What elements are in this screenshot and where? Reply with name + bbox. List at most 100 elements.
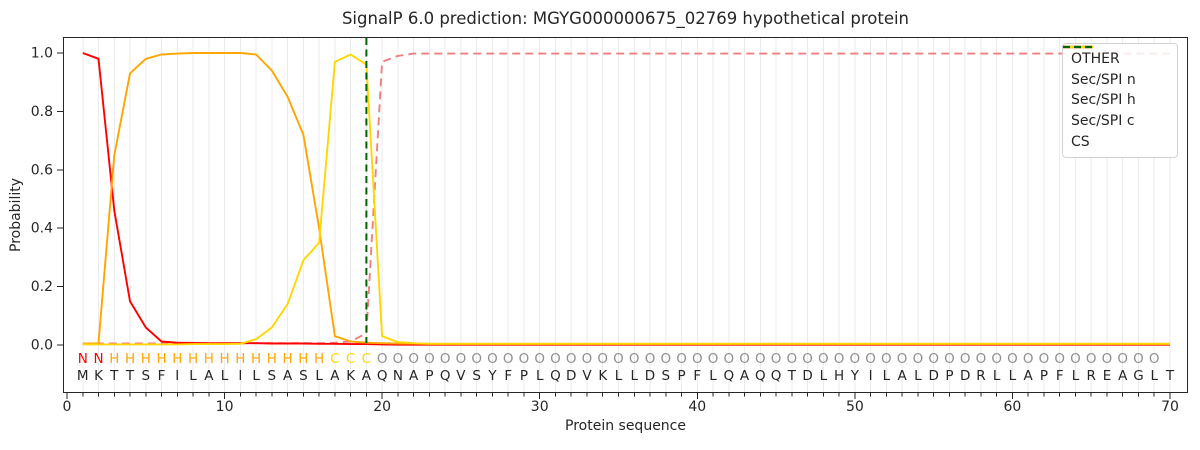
x-tick-label: 0	[63, 399, 72, 415]
region-letter: O	[456, 351, 467, 367]
region-letter: O	[850, 351, 861, 367]
region-letter: O	[1086, 351, 1097, 367]
region-letter: O	[1133, 351, 1144, 367]
region-letter: O	[471, 351, 482, 367]
legend-label: CS	[1071, 133, 1090, 150]
region-letter: O	[1039, 351, 1050, 367]
region-letter: O	[1023, 351, 1034, 367]
region-letter: H	[267, 351, 277, 367]
sequence-letter: A	[362, 368, 372, 384]
sequence-letter: L	[1150, 368, 1158, 384]
region-letter: O	[487, 351, 498, 367]
region-letter: O	[960, 351, 971, 367]
region-letter: O	[393, 351, 404, 367]
region-letter: O	[408, 351, 419, 367]
region-letter: O	[534, 351, 545, 367]
sequence-letter: Q	[771, 368, 782, 384]
sequence-letter: R	[1087, 368, 1096, 384]
region-letter: H	[219, 351, 229, 367]
sequence-letter: L	[709, 368, 717, 384]
sequence-letter: V	[582, 368, 592, 384]
sequence-letter: A	[740, 368, 750, 384]
sequence-letter: Q	[377, 368, 388, 384]
sequence-letter: K	[94, 368, 104, 384]
region-letter: O	[771, 351, 782, 367]
region-letter: O	[944, 351, 955, 367]
sequence-letter: A	[1118, 368, 1128, 384]
region-letter: H	[204, 351, 214, 367]
sequence-letter: Q	[755, 368, 766, 384]
region-letter: H	[251, 351, 261, 367]
region-letter: O	[991, 351, 1002, 367]
region-letter: H	[283, 351, 293, 367]
sequence-letter: A	[204, 368, 214, 384]
sequence-letter: L	[536, 368, 544, 384]
legend-item-other: OTHER	[1063, 45, 1169, 70]
region-letter: O	[1102, 351, 1113, 367]
region-letter: O	[550, 351, 561, 367]
sequence-letter: T	[787, 368, 797, 384]
sequence-letter: G	[1133, 368, 1143, 384]
sequence-letter: L	[1072, 368, 1080, 384]
y-tick-label: 0.0	[31, 338, 53, 354]
sequence-letter: A	[283, 368, 293, 384]
legend-item-cs: CS	[1063, 45, 1169, 152]
y-tick-label: 0.6	[31, 162, 53, 178]
sequence-letter: F	[504, 368, 512, 384]
region-letter: H	[109, 351, 119, 367]
legend-line-swatch	[1063, 45, 1093, 49]
sequence-letter: S	[472, 368, 481, 384]
sequence-letter: A	[409, 368, 419, 384]
sequence-letter: N	[393, 368, 403, 384]
region-letter: O	[1054, 351, 1065, 367]
region-letter: H	[156, 351, 166, 367]
region-letter: H	[172, 351, 182, 367]
sequence-letter: P	[520, 368, 528, 384]
legend-label: Sec/SPI n	[1071, 71, 1136, 88]
sequence-letter: F	[1056, 368, 1064, 384]
sequence-letter: D	[802, 368, 812, 384]
sequence-letter: L	[315, 368, 323, 384]
region-letter: O	[660, 351, 671, 367]
region-letter: O	[597, 351, 608, 367]
x-tick-label: 10	[216, 399, 234, 415]
legend-item-sec-spi-c: Sec/SPI c	[1063, 45, 1169, 132]
region-letter: O	[802, 351, 813, 367]
sequence-letter: H	[834, 368, 844, 384]
series-sec-spi-n	[82, 52, 1170, 346]
sequence-letter: A	[330, 368, 340, 384]
legend-item-sec-spi-n: Sec/SPI n	[1063, 45, 1169, 91]
region-letter: O	[723, 351, 734, 367]
series-other	[82, 52, 1170, 345]
sequence-letter: Q	[550, 368, 561, 384]
region-letter: O	[440, 351, 451, 367]
sequence-letter: Q	[723, 368, 734, 384]
region-letter: O	[1149, 351, 1160, 367]
sequence-letter: L	[189, 368, 197, 384]
region-letter: O	[818, 351, 829, 367]
sequence-letter: L	[820, 368, 828, 384]
region-letter: O	[424, 351, 435, 367]
region-letter: O	[566, 351, 577, 367]
sequence-letter: I	[238, 368, 242, 384]
sequence-letter: P	[945, 368, 953, 384]
sequence-letter: A	[898, 368, 908, 384]
sequence-letter: S	[141, 368, 150, 384]
sequence-letter: D	[645, 368, 655, 384]
region-letter: O	[613, 351, 624, 367]
sequence-letter: T	[109, 368, 119, 384]
region-letter: O	[708, 351, 719, 367]
region-letter: N	[93, 351, 103, 367]
sequence-letter: L	[1009, 368, 1017, 384]
sequence-letter: D	[566, 368, 576, 384]
sequence-letter: F	[158, 368, 166, 384]
sequence-letter: A	[1024, 368, 1034, 384]
x-tick-label: 60	[1004, 399, 1022, 415]
sequence-letter: F	[693, 368, 701, 384]
region-letter: C	[346, 351, 355, 367]
region-letter: O	[377, 351, 388, 367]
region-letter: O	[582, 351, 593, 367]
region-letter: O	[503, 351, 514, 367]
